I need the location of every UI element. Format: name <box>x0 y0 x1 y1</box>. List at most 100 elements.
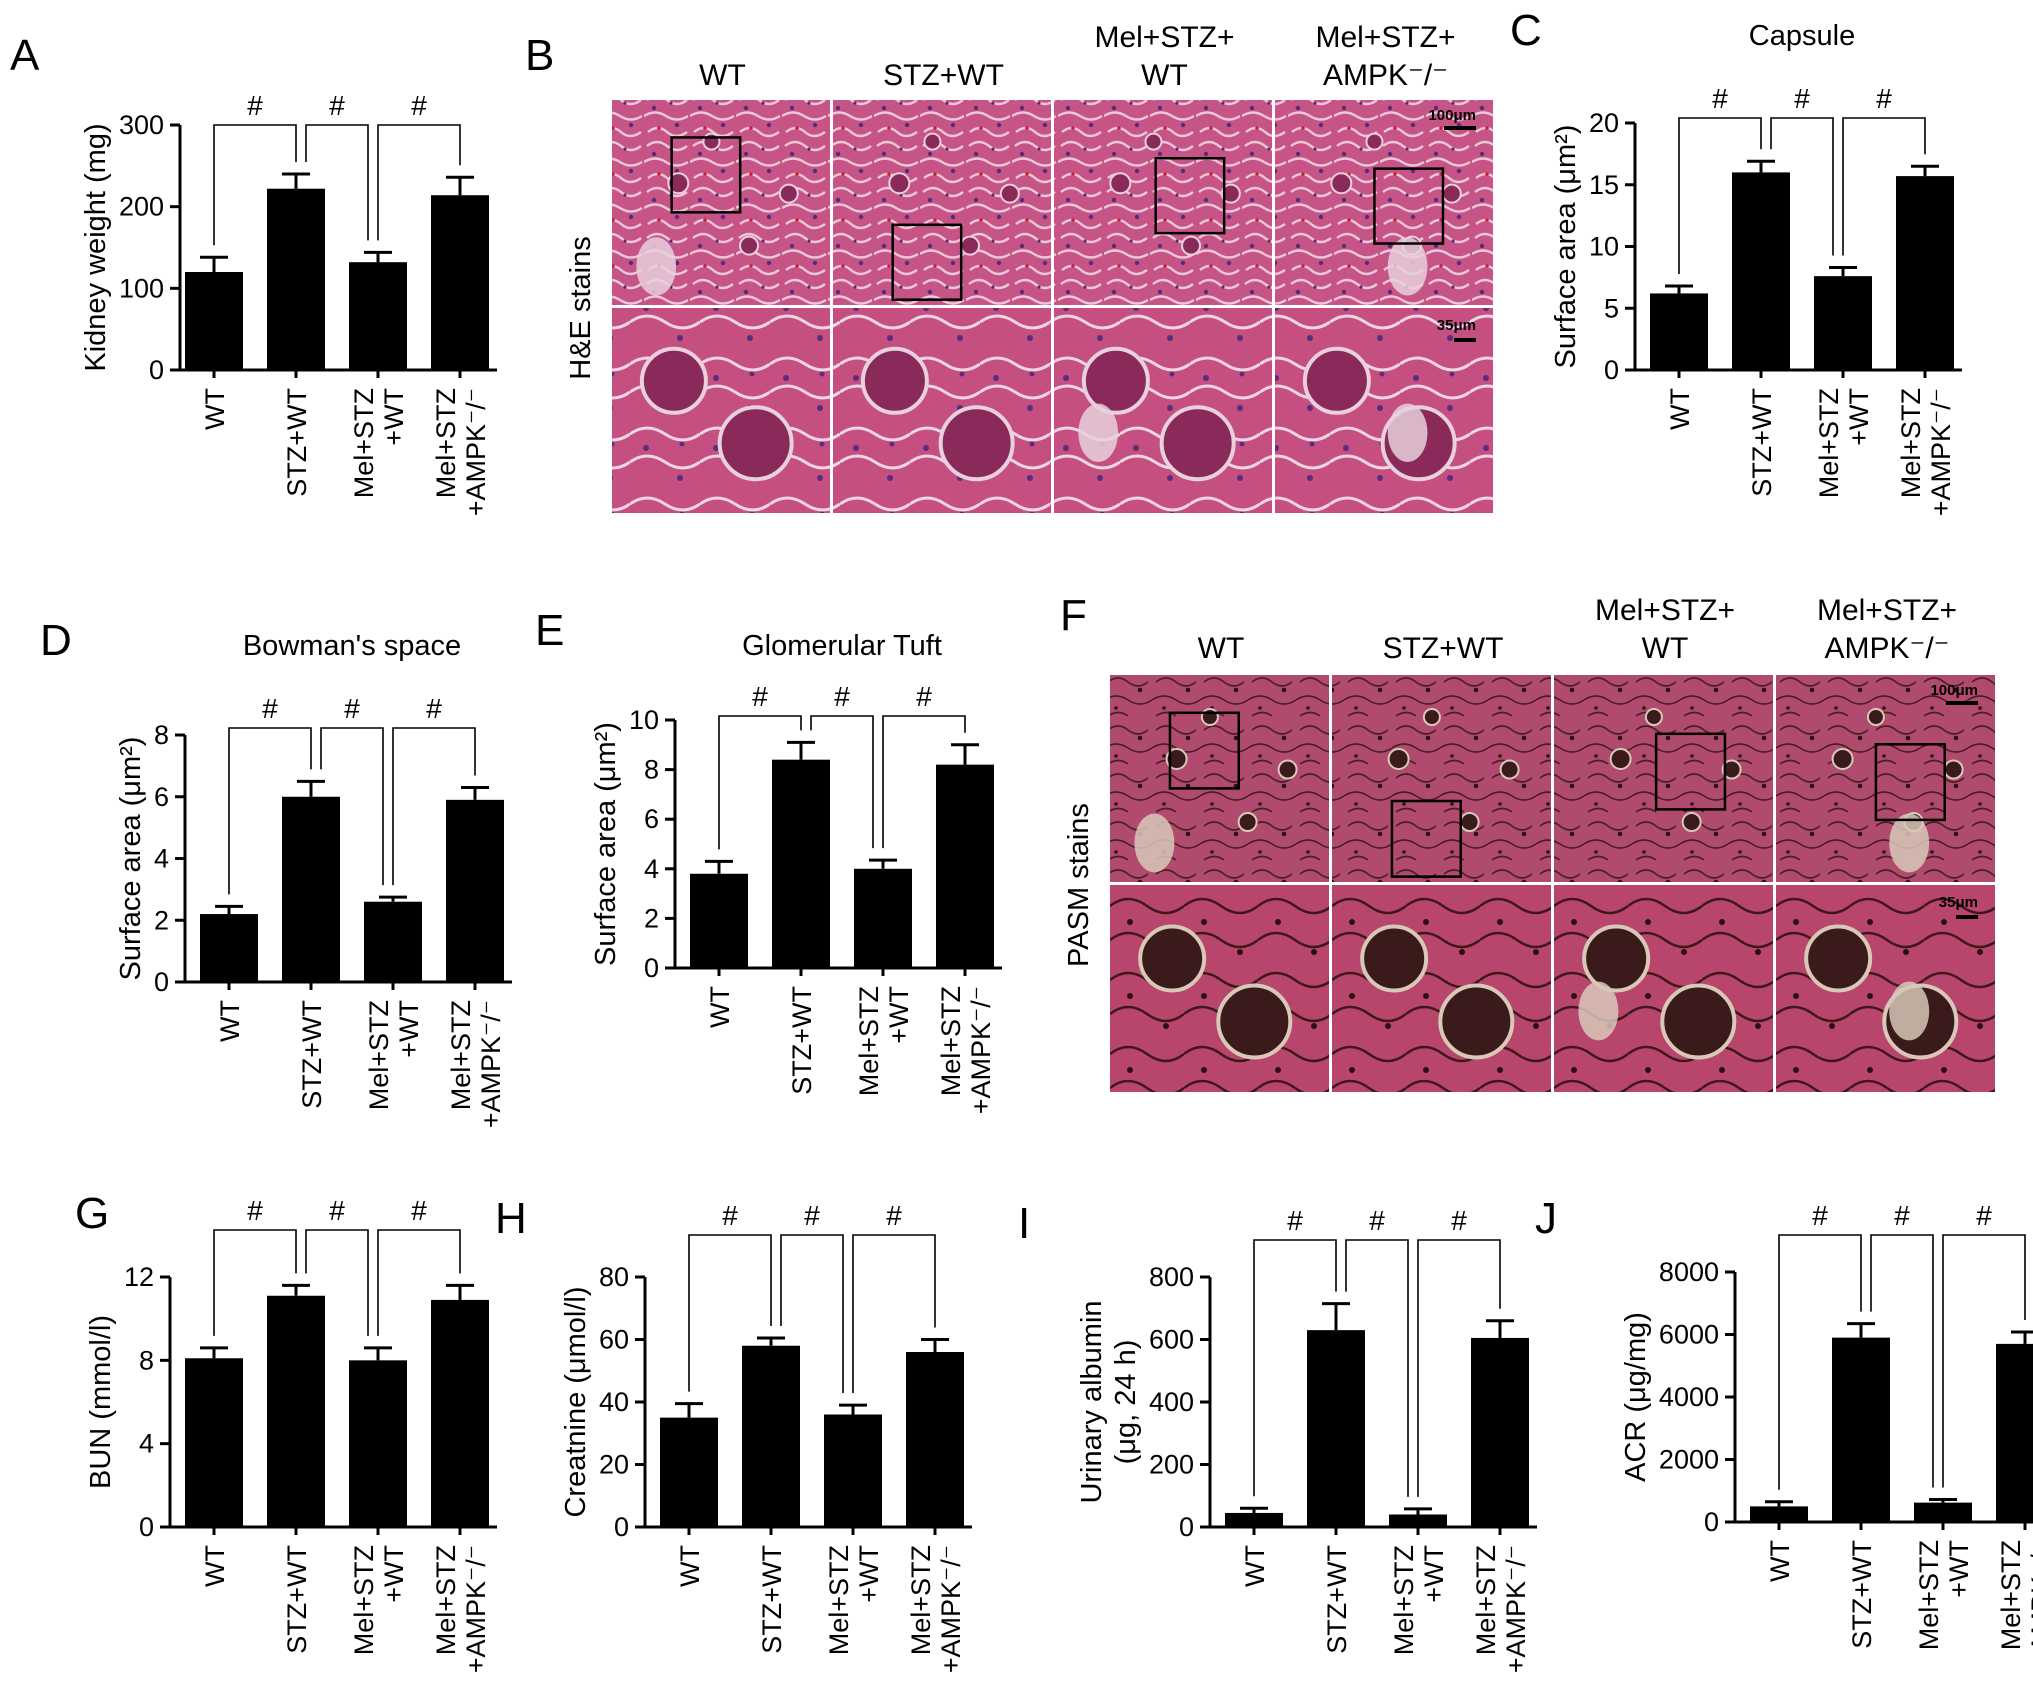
micrograph-zoom <box>1110 885 1329 1092</box>
category-label: Mel+STZ +WT <box>349 388 409 498</box>
glomerulus <box>1365 132 1384 151</box>
chart-title: Glomerular Tuft <box>742 630 942 662</box>
histology-column-label: WT <box>1198 632 1245 665</box>
category-label: Mel+STZ +AMPK⁻/⁻ <box>1896 388 1956 516</box>
glomerulus <box>1220 183 1241 204</box>
y-tick-label: 4000 <box>1659 1382 1719 1412</box>
category-label: WT <box>675 1545 705 1587</box>
bar <box>1471 1337 1529 1527</box>
y-axis-label: Surface area (μm²) <box>1550 125 1582 369</box>
category-label-line: +AMPK⁻/⁻ <box>1501 1545 1531 1673</box>
micrograph-zoom <box>612 308 830 513</box>
panel-letter-c: C <box>1510 6 1542 55</box>
significance-marker: # <box>752 681 768 712</box>
significance-bracket <box>780 1234 844 1394</box>
histology-column-label: Mel+STZ+ <box>1315 21 1455 54</box>
tissue-image <box>1275 308 1493 513</box>
significance-marker: # <box>1812 1200 1828 1231</box>
micrograph-overview <box>1054 100 1272 305</box>
glomerulus <box>1144 132 1163 151</box>
significance-bracket <box>1678 117 1762 275</box>
panel-letter-h: H <box>495 1194 527 1243</box>
category-label: STZ+WT <box>1747 388 1777 497</box>
glomerulus <box>999 183 1020 204</box>
y-tick-label: 0 <box>1704 1507 1719 1537</box>
bar <box>1650 293 1708 370</box>
category-label-line: +WT <box>1844 388 1874 446</box>
glomerulus <box>1165 748 1188 770</box>
y-tick-label: 200 <box>1149 1450 1194 1480</box>
significance-marker: # <box>1794 83 1810 114</box>
glomerulus <box>1422 708 1441 726</box>
y-tick-label: 4 <box>154 844 169 874</box>
significance-marker: # <box>247 1195 263 1226</box>
category-label: WT <box>1240 1545 1270 1587</box>
category-label-line: Mel+STZ <box>936 986 966 1096</box>
y-tick-label: 10 <box>629 705 659 735</box>
tissue-image <box>1054 100 1272 305</box>
significance-marker: # <box>834 681 850 712</box>
panel-letter-j: J <box>1535 1194 1557 1243</box>
micrograph-zoom <box>833 308 1051 513</box>
category-label-line: Mel+STZ <box>431 388 461 498</box>
y-tick-label: 0 <box>1604 355 1619 385</box>
scale-bar-label: 35μm <box>1437 317 1476 334</box>
category-label: STZ+WT <box>1847 1540 1877 1649</box>
category-label-line: +AMPK⁻/⁻ <box>461 1545 491 1673</box>
glomerulus <box>923 132 942 151</box>
tissue-image <box>612 308 830 513</box>
category-label-line: +WT <box>1944 1540 1974 1598</box>
y-tick-label: 4 <box>139 1429 154 1459</box>
scale-bar-label: 100μm <box>1428 107 1476 124</box>
glomerulus <box>860 346 929 415</box>
category-label-line: Mel+STZ <box>854 986 884 1096</box>
tissue-image <box>1332 885 1551 1092</box>
bar <box>772 759 830 968</box>
zoom-box <box>1154 156 1226 235</box>
category-label: Mel+STZ +WT <box>1389 1545 1449 1655</box>
glomerulus <box>1609 748 1632 770</box>
category-label: STZ+WT <box>297 1000 327 1109</box>
significance-marker: # <box>1894 1200 1910 1231</box>
bar <box>936 764 994 968</box>
lumen <box>1578 981 1619 1041</box>
bar <box>200 914 258 982</box>
y-axis-label: Surface area (μm²) <box>115 737 147 981</box>
significance-bracket <box>392 727 476 886</box>
significance-bracket <box>305 124 369 241</box>
glomerulus <box>639 346 708 415</box>
glomerulus <box>739 235 760 256</box>
significance-bracket <box>718 715 802 850</box>
micrograph-zoom <box>1332 885 1551 1092</box>
panel-letter-f: F <box>1060 591 1087 640</box>
histology-column-label: AMPK⁻/⁻ <box>1323 59 1448 92</box>
lumen <box>1387 403 1428 462</box>
glomerulus <box>1660 983 1737 1060</box>
bar <box>906 1352 964 1527</box>
glomerulus <box>1138 924 1207 993</box>
micrograph-overview <box>1554 675 1773 882</box>
category-label-line: WT <box>200 388 230 430</box>
category-label-line: Mel+STZ <box>349 388 379 498</box>
y-tick-label: 200 <box>119 192 164 222</box>
tissue-image <box>1332 675 1551 882</box>
glomerulus <box>1081 346 1150 415</box>
category-label: WT <box>705 986 735 1028</box>
category-label-line: +AMPK⁻/⁻ <box>1926 388 1956 516</box>
glomerulus <box>1237 812 1258 832</box>
category-label: Mel+STZ +WT <box>824 1545 884 1655</box>
y-tick-label: 0 <box>154 967 169 997</box>
scale-bar-label: 100μm <box>1930 682 1978 699</box>
tissue-image <box>833 308 1051 513</box>
category-label: STZ+WT <box>1322 1545 1352 1654</box>
significance-marker: # <box>886 1200 902 1231</box>
significance-marker: # <box>329 90 345 121</box>
category-label: Mel+STZ +AMPK⁻/⁻ <box>1471 1545 1531 1673</box>
bar <box>1896 176 1954 370</box>
category-label-line: +AMPK⁻/⁻ <box>936 1545 966 1673</box>
glomerulus <box>1831 748 1854 770</box>
category-label: Mel+STZ +WT <box>1914 1540 1974 1650</box>
histology-panel-f: WT STZ+WT Mel+STZ+ WT Mel+STZ+ AMPK⁻/⁻ PASM st… <box>1063 594 1995 1092</box>
significance-marker: # <box>411 1195 427 1226</box>
